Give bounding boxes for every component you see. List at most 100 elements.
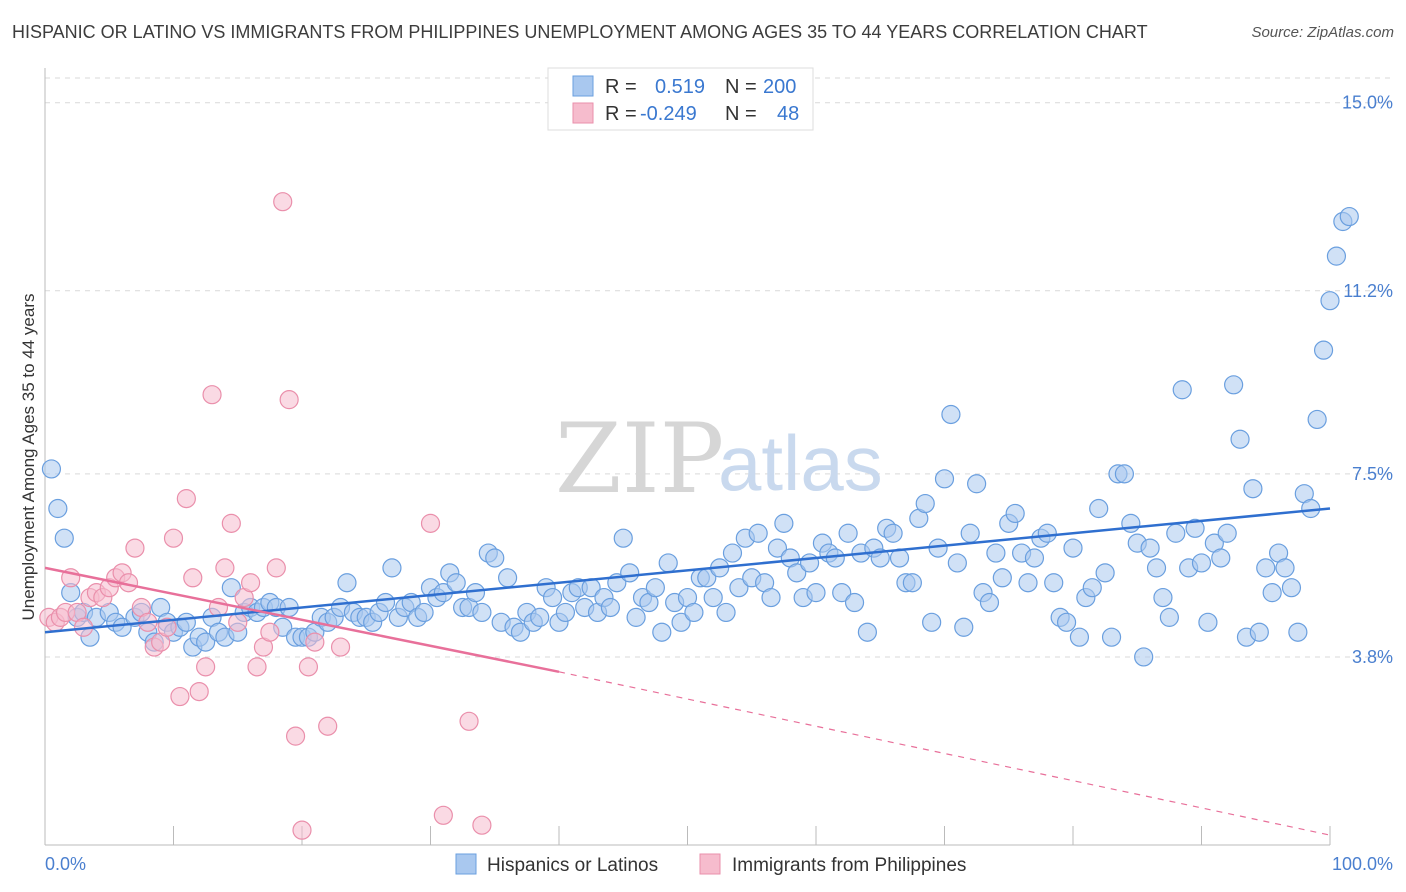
data-point-hispanics [1230, 429, 1250, 449]
data-point-philippines [157, 617, 177, 637]
data-point-hispanics [684, 602, 704, 623]
data-point-hispanics [883, 523, 903, 543]
data-point-hispanics [1326, 246, 1347, 266]
data-point-hispanics [626, 607, 646, 627]
data-point-philippines [221, 513, 241, 533]
legend-r-value-1: 0.519 [655, 76, 705, 98]
data-point-philippines [215, 558, 235, 578]
data-point-hispanics [337, 573, 357, 593]
watermark: ZIP atlas [555, 403, 883, 515]
data-point-hispanics [510, 622, 531, 642]
y-tick-label: 15.0% [1342, 93, 1393, 113]
data-point-hispanics [954, 617, 974, 637]
data-point-hispanics [1069, 627, 1090, 647]
data-point-hispanics [838, 523, 858, 543]
data-point-hispanics [1224, 375, 1244, 395]
data-point-hispanics [1211, 548, 1231, 568]
data-point-hispanics [414, 602, 434, 623]
data-point-hispanics [1024, 548, 1045, 568]
data-point-hispanics [1256, 558, 1276, 578]
data-point-hispanics [1191, 553, 1212, 573]
data-point-hispanics [1089, 498, 1109, 519]
data-point-philippines [202, 385, 222, 405]
data-point-philippines [318, 716, 338, 736]
data-point-hispanics [542, 587, 563, 608]
data-point-philippines [472, 815, 492, 835]
chart-title: HISPANIC OR LATINO VS IMMIGRANTS FROM PH… [12, 22, 1148, 42]
data-point-philippines [125, 538, 145, 558]
data-point-hispanics [176, 612, 196, 632]
data-point-hispanics [1056, 612, 1077, 632]
correlation-legend: R = 0.519 N = 200 R = -0.249 N = 48 [547, 67, 814, 131]
data-point-hispanics [902, 573, 922, 593]
data-point-hispanics [613, 528, 633, 548]
data-point-philippines [433, 805, 453, 825]
data-point-philippines [189, 681, 209, 702]
data-point-hispanics [221, 578, 241, 598]
data-point-hispanics [1320, 291, 1340, 311]
data-point-hispanics [934, 469, 955, 489]
data-point-hispanics [446, 573, 466, 593]
data-point-philippines [241, 573, 261, 593]
data-point-hispanics [748, 523, 768, 543]
data-point-hispanics [1307, 409, 1327, 430]
data-point-hispanics [1101, 627, 1122, 647]
legend-n-value-2: 48 [777, 103, 799, 125]
data-point-hispanics [1172, 380, 1192, 400]
legend-n-value-1: 200 [763, 76, 796, 98]
bottom-legend-swatch-blue [455, 853, 477, 875]
data-point-hispanics [48, 498, 68, 519]
data-point-hispanics [472, 602, 492, 623]
data-point-hispanics [645, 578, 665, 598]
data-point-hispanics [787, 563, 807, 583]
data-point-hispanics [652, 622, 672, 642]
data-point-hispanics [1159, 607, 1179, 627]
data-point-hispanics [1005, 503, 1025, 524]
data-point-philippines [292, 820, 312, 840]
data-point-hispanics [196, 632, 216, 652]
data-point-hispanics [54, 528, 74, 548]
data-point-philippines [285, 726, 306, 746]
data-point-hispanics [1281, 578, 1302, 598]
data-point-hispanics [703, 587, 723, 608]
data-point-hispanics [1044, 573, 1064, 593]
data-point-philippines [330, 637, 351, 657]
data-point-philippines [459, 711, 479, 731]
trend-line-philippines [44, 566, 560, 674]
data-point-hispanics [1243, 479, 1263, 499]
data-point-philippines [273, 192, 293, 212]
data-point-hispanics [799, 553, 820, 573]
data-point-hispanics [658, 553, 678, 573]
data-point-hispanics [844, 592, 865, 613]
data-point-hispanics [1288, 622, 1308, 642]
source-credit: Source: ZipAtlas.com [1251, 24, 1394, 41]
data-point-hispanics [947, 553, 967, 573]
data-point-hispanics [1037, 523, 1057, 543]
data-point-hispanics [1339, 206, 1359, 227]
data-point-hispanics [530, 607, 550, 627]
trend-line-philippines-extension [558, 671, 1331, 836]
data-point-hispanics [1140, 538, 1160, 558]
data-point-hispanics [1313, 340, 1334, 360]
data-point-philippines [163, 528, 184, 548]
y-tick-label: 3.8% [1352, 647, 1393, 667]
data-point-hispanics [716, 602, 736, 623]
data-point-philippines [176, 489, 196, 509]
data-point-hispanics [806, 583, 826, 603]
data-point-hispanics [922, 612, 942, 632]
data-point-hispanics [915, 493, 935, 514]
data-point-hispanics [992, 568, 1012, 588]
data-point-philippines [420, 513, 441, 533]
data-point-philippines [170, 686, 190, 707]
data-point-hispanics [1121, 513, 1141, 533]
data-point-philippines [279, 390, 299, 410]
data-point-hispanics [555, 602, 576, 623]
data-point-hispanics [375, 592, 396, 613]
legend-n-label-1: N = [725, 76, 757, 98]
data-point-hispanics [941, 404, 961, 425]
trend-layer [44, 507, 1331, 836]
data-point-philippines [260, 622, 280, 642]
series-legend: Hispanics or Latinos Immigrants from Phi… [455, 853, 966, 876]
data-point-hispanics [979, 592, 1000, 613]
